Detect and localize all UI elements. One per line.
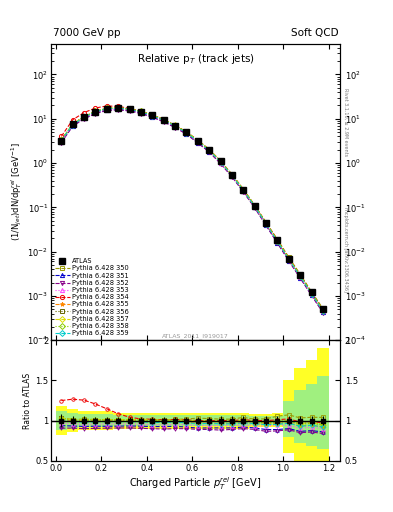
X-axis label: Charged Particle $p^{rel}_{T}$ [GeV]: Charged Particle $p^{rel}_{T}$ [GeV]: [129, 475, 262, 492]
Text: Soft QCD: Soft QCD: [291, 28, 339, 38]
Y-axis label: (1/N$_{jet}$)dN/dp$^{rel}_{T}$ [GeV$^{-1}$]: (1/N$_{jet}$)dN/dp$^{rel}_{T}$ [GeV$^{-1…: [10, 142, 24, 241]
Legend: ATLAS, Pythia 6.428 350, Pythia 6.428 351, Pythia 6.428 352, Pythia 6.428 353, P: ATLAS, Pythia 6.428 350, Pythia 6.428 35…: [54, 257, 130, 337]
Text: Rivet 3.1.10, ≥ 2.9M events: Rivet 3.1.10, ≥ 2.9M events: [343, 88, 348, 156]
Text: ATLAS_2011_I919017: ATLAS_2011_I919017: [162, 333, 229, 339]
Text: Relative p$_{T}$ (track jets): Relative p$_{T}$ (track jets): [136, 52, 255, 67]
Text: 7000 GeV pp: 7000 GeV pp: [53, 28, 121, 38]
Y-axis label: Ratio to ATLAS: Ratio to ATLAS: [24, 372, 32, 429]
Text: mcplots.cern.ch [arXiv:1306.3436]: mcplots.cern.ch [arXiv:1306.3436]: [343, 207, 348, 292]
